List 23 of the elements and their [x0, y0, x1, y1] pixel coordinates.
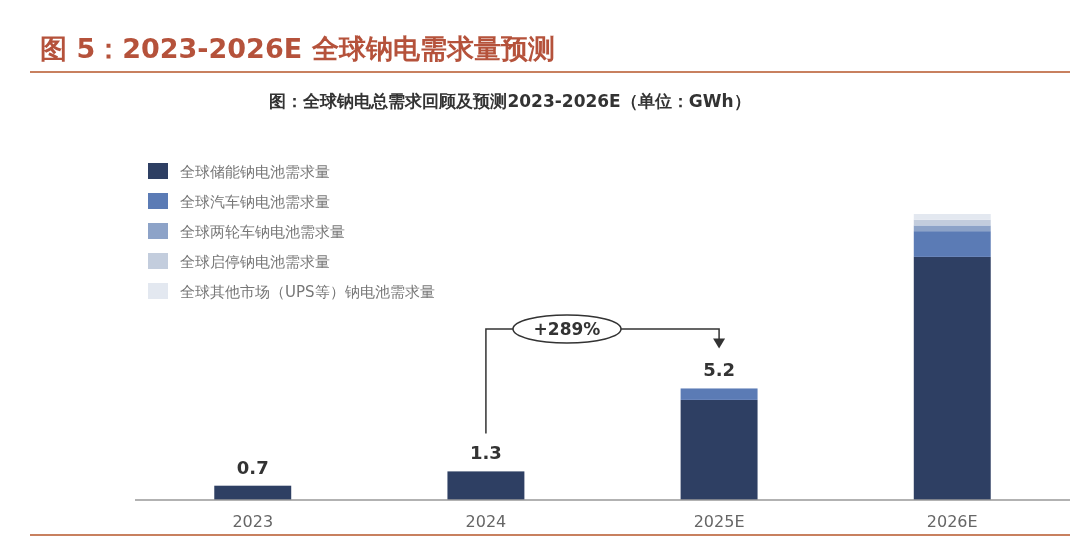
x-tick-label: 2024 — [465, 512, 507, 531]
legend-label: 全球其他市场（UPS等）钠电池需求量 — [180, 283, 435, 301]
legend-label: 全球两轮车钠电池需求量 — [180, 223, 345, 241]
x-tick-label: 2025E — [693, 512, 745, 531]
legend-label: 全球启停钠电池需求量 — [180, 253, 330, 271]
bar — [214, 485, 292, 500]
x-tick-label: 2023 — [232, 512, 274, 531]
bar — [913, 214, 991, 220]
annotation: 0.7 — [236, 456, 269, 478]
bar — [680, 399, 758, 500]
bar — [913, 225, 991, 232]
bar — [680, 388, 758, 400]
x-tick-label: 2026E — [926, 512, 978, 531]
bar — [913, 256, 991, 500]
annotation: 1.3 — [469, 442, 502, 464]
bar — [913, 231, 991, 257]
annotation: 5.2 — [703, 359, 736, 381]
chart-subtitle: 图：全球钠电总需求回顾及预测2023-2026E（单位：GWh） — [269, 91, 751, 111]
chart-title: 图 5：2023-2026E 全球钠电需求量预测 — [40, 33, 555, 64]
annotation: +289% — [533, 319, 601, 339]
legend-label: 全球汽车钠电池需求量 — [180, 193, 330, 211]
legend-label: 全球储能钠电池需求量 — [180, 163, 330, 181]
bar — [447, 471, 525, 500]
